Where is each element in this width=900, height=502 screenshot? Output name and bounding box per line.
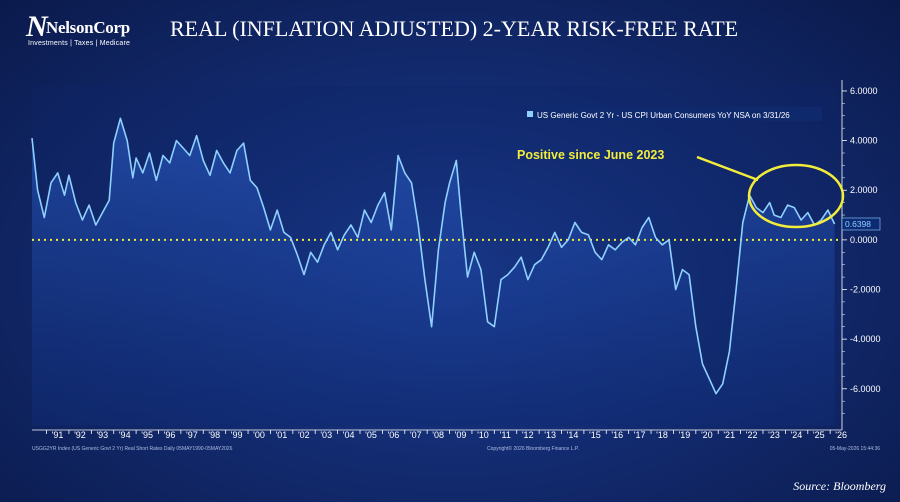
x-tick-label: '97	[186, 430, 198, 440]
last-value-label: 0.6398	[845, 219, 871, 229]
x-tick-label: '20	[701, 430, 713, 440]
source-credit: Source: Bloomberg	[793, 479, 886, 493]
x-tick-label: '99	[231, 430, 243, 440]
x-tick-label: '23	[768, 430, 780, 440]
area-fill	[32, 118, 835, 427]
footer-right: 05-May-2026 15:44:36	[830, 446, 881, 452]
annotation-text: Positive since June 2023	[517, 148, 664, 162]
y-axis: 6.0000 4.0000 2.0000 0.0000 -2.0000 -4.0000 -6…	[841, 80, 881, 430]
x-tick-label: '05	[365, 430, 377, 440]
last-value-box	[841, 217, 881, 231]
x-tick-label: '13	[544, 430, 556, 440]
legend-label: US Generic Govt 2 Yr - US CPI Urban Cons…	[537, 111, 790, 120]
last-value-badge: 0.6398	[841, 217, 881, 231]
y-tick-label: 4.0000	[850, 136, 878, 146]
x-tick-label: '93	[96, 430, 108, 440]
x-tick-label: '01	[276, 430, 288, 440]
page-title: REAL (INFLATION ADJUSTED) 2-YEAR RISK-FR…	[170, 16, 739, 41]
x-tick-label: '26	[835, 430, 847, 440]
x-tick-label: '91	[52, 430, 64, 440]
legend: US Generic Govt 2 Yr - US CPI Urban Cons…	[522, 107, 822, 121]
y-tick-label: 0.0000	[850, 235, 878, 245]
y-tick-label: -6.0000	[850, 384, 881, 394]
logo-tagline: Investments | Taxes | Medicare	[28, 40, 131, 47]
x-tick-label: '21	[723, 430, 735, 440]
x-tick-label: '94	[119, 430, 131, 440]
y-tick-label: 6.0000	[850, 86, 878, 96]
x-tick-label: '92	[74, 430, 86, 440]
x-axis: '91 '92 '93 '94 '95 '96 '97 '98 '99 '00 '01 '02 '03 '…	[32, 429, 847, 440]
x-tick-label: '02	[298, 430, 310, 440]
x-tick-label: '10	[477, 430, 489, 440]
x-tick-label: '22	[746, 430, 758, 440]
x-tick-label: '04	[343, 430, 355, 440]
x-tick-label: '08	[432, 430, 444, 440]
logo-n-mark: N	[26, 10, 48, 43]
y-tick-label: -4.0000	[850, 334, 881, 344]
series-line-layer	[31, 117, 836, 395]
footer: USGG2YR Index (US Generic Govt 2 Yr) Rea…	[32, 445, 880, 452]
footer-center: Copyright© 2026 Bloomberg Finance L.P.	[487, 445, 579, 452]
y-tick-label: 2.0000	[850, 185, 878, 195]
x-tick-label: '07	[410, 430, 422, 440]
area-fill-layer	[32, 118, 835, 427]
x-tick-label: '06	[388, 430, 400, 440]
annotation-arrow	[696, 155, 759, 182]
annotation-ellipse	[747, 163, 845, 229]
x-tick-label: '25	[813, 430, 825, 440]
x-tick-label: '00	[253, 430, 265, 440]
x-tick-label: '15	[589, 430, 601, 440]
x-tick-label: '24	[791, 430, 803, 440]
x-tick-label: '96	[164, 430, 176, 440]
x-tick-label: '11	[500, 430, 511, 440]
x-tick-label: '14	[567, 430, 579, 440]
x-tick-label: '98	[208, 430, 220, 440]
footer-left: USGG2YR Index (US Generic Govt 2 Yr) Rea…	[32, 446, 233, 452]
x-tick-label: '16	[611, 430, 623, 440]
logo-name: NelsonCorp	[46, 18, 130, 37]
x-tick-label: '03	[320, 430, 332, 440]
x-tick-label: '18	[656, 430, 668, 440]
legend-swatch	[527, 111, 533, 117]
y-tick-label: -2.0000	[850, 285, 881, 295]
x-tick-label: '19	[679, 430, 691, 440]
x-tick-label: '09	[455, 430, 467, 440]
series-line	[31, 117, 836, 395]
x-tick-label: '17	[634, 430, 646, 440]
x-tick-label: '12	[522, 430, 534, 440]
x-tick-label: '95	[141, 430, 153, 440]
annotation: Positive since June 2023	[517, 148, 845, 229]
